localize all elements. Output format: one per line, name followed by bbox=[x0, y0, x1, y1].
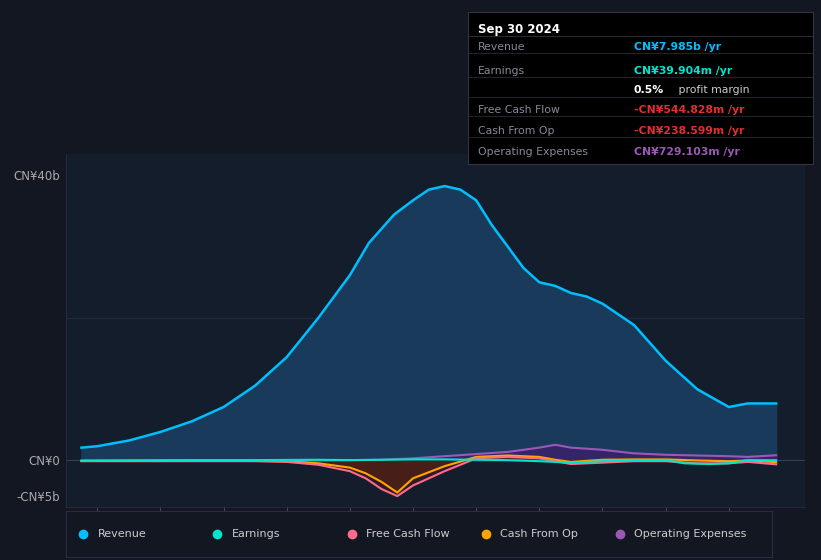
Text: Cash From Op: Cash From Op bbox=[500, 529, 578, 539]
Text: -CN¥544.828m /yr: -CN¥544.828m /yr bbox=[634, 105, 744, 115]
Text: Revenue: Revenue bbox=[479, 43, 525, 53]
Text: Cash From Op: Cash From Op bbox=[479, 126, 555, 136]
Text: profit margin: profit margin bbox=[675, 85, 750, 95]
Text: Operating Expenses: Operating Expenses bbox=[634, 529, 746, 539]
Text: CN¥729.103m /yr: CN¥729.103m /yr bbox=[634, 147, 740, 156]
Text: Free Cash Flow: Free Cash Flow bbox=[479, 105, 560, 115]
Text: -CN¥238.599m /yr: -CN¥238.599m /yr bbox=[634, 126, 744, 136]
Text: CN¥7.985b /yr: CN¥7.985b /yr bbox=[634, 43, 721, 53]
Text: CN¥39.904m /yr: CN¥39.904m /yr bbox=[634, 66, 732, 76]
Text: Free Cash Flow: Free Cash Flow bbox=[366, 529, 449, 539]
Text: Sep 30 2024: Sep 30 2024 bbox=[479, 22, 561, 36]
Text: Earnings: Earnings bbox=[232, 529, 280, 539]
Text: 0.5%: 0.5% bbox=[634, 85, 664, 95]
Text: Revenue: Revenue bbox=[98, 529, 146, 539]
Text: Operating Expenses: Operating Expenses bbox=[479, 147, 589, 156]
Text: Earnings: Earnings bbox=[479, 66, 525, 76]
